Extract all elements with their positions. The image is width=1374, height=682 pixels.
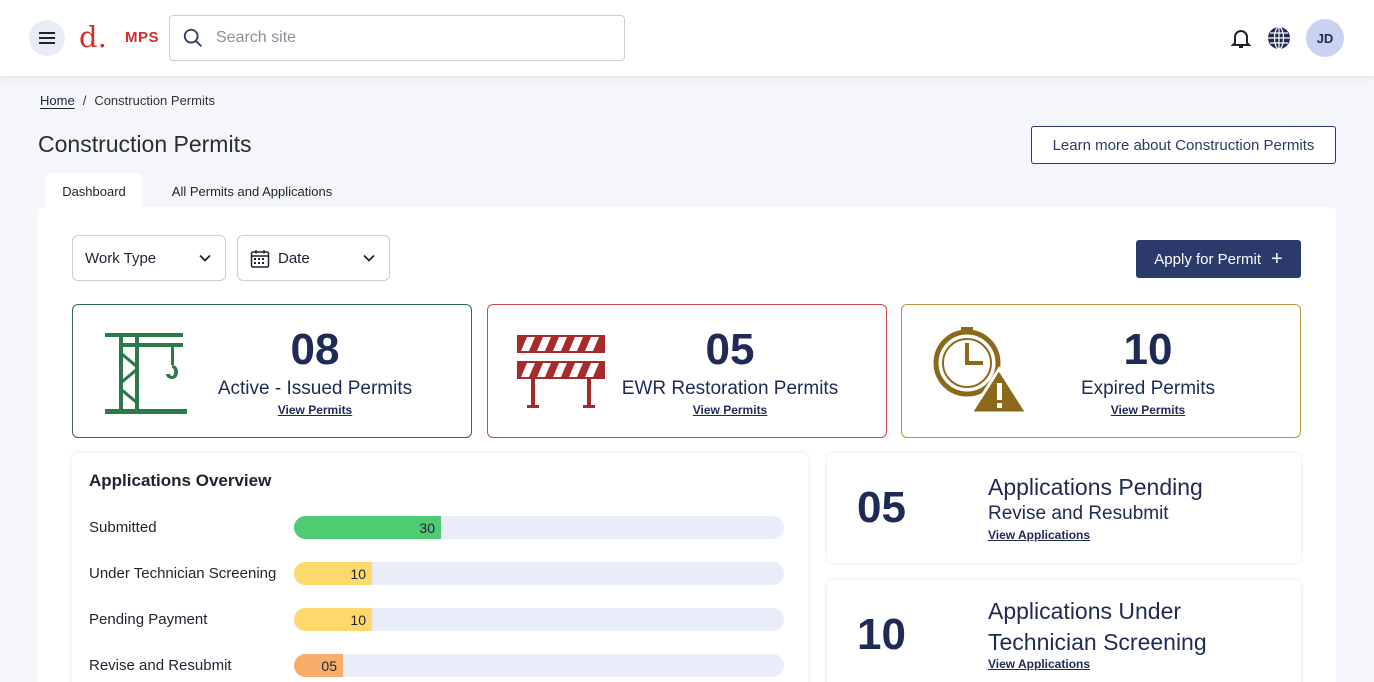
breadcrumb-home-link[interactable]: Home bbox=[40, 93, 75, 108]
pending-screening-card: 10 Applications Under Technician Screeni… bbox=[827, 580, 1301, 682]
overview-bar-track bbox=[294, 608, 784, 631]
chevron-down-icon bbox=[363, 254, 375, 262]
logo-text[interactable]: MPS bbox=[125, 29, 160, 46]
pending-resubmit-card: 05 Applications Pending Revise and Resub… bbox=[827, 453, 1301, 563]
pending-screening-count: 10 bbox=[857, 610, 906, 659]
page-title: Construction Permits bbox=[38, 131, 252, 157]
overview-title: Applications Overview bbox=[89, 471, 272, 490]
learn-more-button[interactable]: Learn more about Construction Permits bbox=[1031, 126, 1336, 164]
expired-permits-label: Expired Permits bbox=[1080, 378, 1216, 399]
view-expired-permits-link[interactable]: View Permits bbox=[1110, 403, 1186, 417]
search-box[interactable] bbox=[169, 15, 625, 61]
date-select[interactable]: Date bbox=[237, 235, 390, 281]
active-permits-card: 08 Active - Issued Permits View Permits bbox=[72, 304, 472, 438]
clock-warning-icon bbox=[933, 327, 1027, 415]
calendar-icon bbox=[250, 250, 270, 268]
search-icon bbox=[183, 28, 202, 47]
applications-overview: Applications Overview Submitted 30 Under T… bbox=[72, 453, 808, 682]
top-header: d. MPS JD bbox=[0, 0, 1374, 76]
overview-row-label: Revise and Resubmit bbox=[89, 657, 232, 674]
overview-bar-fill: 30 bbox=[294, 516, 441, 539]
overview-row: Revise and Resubmit 05 bbox=[89, 654, 789, 678]
tab-all-permits[interactable]: All Permits and Applications bbox=[171, 183, 333, 199]
view-screening-applications-link[interactable]: View Applications bbox=[988, 657, 1091, 671]
expired-permits-count: 10 bbox=[1123, 325, 1173, 374]
tab-dashboard[interactable]: Dashboard bbox=[46, 174, 142, 208]
work-type-value: Work Type bbox=[85, 249, 157, 267]
view-ewr-permits-link[interactable]: View Permits bbox=[692, 403, 768, 417]
logo-mark[interactable]: d. bbox=[79, 20, 107, 54]
pending-resubmit-count: 05 bbox=[857, 483, 906, 532]
expired-permits-card: 10 Expired Permits View Permits bbox=[901, 304, 1301, 438]
menu-button[interactable] bbox=[29, 20, 65, 56]
breadcrumb-separator: / bbox=[82, 93, 87, 108]
overview-row-label: Submitted bbox=[89, 519, 157, 536]
breadcrumb: Home / Construction Permits bbox=[40, 93, 215, 108]
bell-icon[interactable] bbox=[1229, 26, 1253, 50]
ewr-permits-count: 05 bbox=[705, 325, 755, 374]
pending-resubmit-subtitle: Revise and Resubmit bbox=[988, 503, 1169, 524]
work-type-select[interactable]: Work Type bbox=[72, 235, 226, 281]
overview-row: Submitted 30 bbox=[89, 516, 789, 540]
overview-bar-track bbox=[294, 654, 784, 677]
overview-bar-fill: 05 bbox=[294, 654, 343, 677]
ewr-permits-card: 05 EWR Restoration Permits View Permits bbox=[487, 304, 887, 438]
view-resubmit-applications-link[interactable]: View Applications bbox=[988, 528, 1091, 542]
view-active-permits-link[interactable]: View Permits bbox=[277, 403, 353, 417]
overview-row-label: Pending Payment bbox=[89, 611, 208, 628]
globe-icon[interactable] bbox=[1267, 26, 1291, 50]
active-permits-label: Active - Issued Permits bbox=[217, 378, 413, 399]
crane-icon bbox=[105, 333, 187, 414]
user-avatar[interactable]: JD bbox=[1306, 19, 1344, 57]
hamburger-icon bbox=[39, 32, 55, 44]
search-input[interactable] bbox=[216, 29, 596, 47]
chevron-down-icon bbox=[199, 254, 211, 262]
plus-icon: + bbox=[1271, 248, 1283, 270]
pending-screening-subtitle: Technician Screening bbox=[988, 629, 1207, 655]
barricade-icon bbox=[517, 335, 605, 408]
pending-resubmit-title: Applications Pending bbox=[988, 474, 1203, 500]
apply-for-permit-button[interactable]: Apply for Permit + bbox=[1136, 240, 1301, 278]
overview-row-label: Under Technician Screening bbox=[89, 565, 277, 582]
apply-label: Apply for Permit bbox=[1154, 250, 1261, 268]
overview-bar-track bbox=[294, 562, 784, 585]
ewr-permits-label: EWR Restoration Permits bbox=[621, 378, 839, 399]
date-value: Date bbox=[278, 249, 310, 267]
overview-row: Under Technician Screening 10 bbox=[89, 562, 789, 586]
pending-screening-title: Applications Under bbox=[988, 598, 1182, 624]
overview-bar-fill: 10 bbox=[294, 608, 372, 631]
breadcrumb-current: Construction Permits bbox=[94, 93, 215, 108]
active-permits-count: 08 bbox=[290, 325, 340, 374]
overview-row: Pending Payment 10 bbox=[89, 608, 789, 632]
overview-bar-fill: 10 bbox=[294, 562, 372, 585]
